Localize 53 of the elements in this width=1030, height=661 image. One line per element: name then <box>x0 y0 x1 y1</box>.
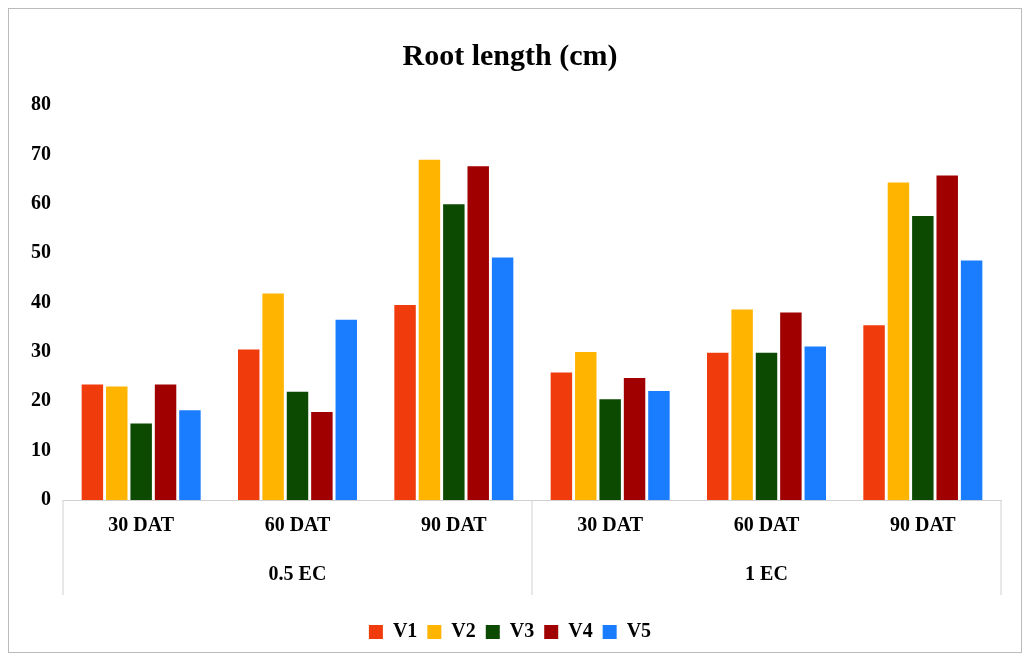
bar <box>467 166 489 500</box>
y-tick-label: 60 <box>31 190 51 213</box>
bar <box>804 346 827 500</box>
x-tick-label: 30 DAT <box>108 513 175 536</box>
bar <box>599 399 621 500</box>
bar <box>623 378 646 500</box>
y-tick-label: 10 <box>31 437 51 460</box>
bar <box>154 384 177 500</box>
bar <box>550 372 573 500</box>
bar <box>706 352 729 500</box>
x-tick-label: 90 DAT <box>889 513 957 536</box>
bar <box>311 412 333 500</box>
text: 0.5 EC <box>268 562 327 585</box>
bar <box>491 257 514 500</box>
y-tick-label: 80 <box>31 92 51 115</box>
y-tick-label: 20 <box>31 388 51 411</box>
bar <box>130 423 152 500</box>
x-tick-label: 30 DAT <box>577 513 644 536</box>
bar <box>418 159 441 500</box>
bar <box>648 390 670 500</box>
legend-label: V1 <box>392 619 418 642</box>
bar <box>286 391 309 500</box>
bar <box>780 312 802 500</box>
x-tick-label: 60 DAT <box>264 513 332 536</box>
bar <box>960 260 983 500</box>
bar <box>887 182 910 500</box>
bar <box>394 304 416 500</box>
bar <box>179 410 201 500</box>
bar <box>335 319 358 500</box>
y-tick-label: 0 <box>41 487 51 510</box>
y-tick-label: 30 <box>31 339 51 362</box>
x-tick-label: 60 DAT <box>733 513 801 536</box>
bar <box>936 175 958 500</box>
legend-label: V3 <box>509 619 535 642</box>
bar <box>262 293 284 500</box>
bar <box>863 325 885 500</box>
y-tick-label: 70 <box>31 141 51 164</box>
text: 1 EC <box>745 562 788 585</box>
legend-label: V2 <box>451 619 476 642</box>
bar <box>106 386 128 500</box>
bar <box>81 384 104 500</box>
bar <box>443 204 465 500</box>
bar <box>731 309 753 500</box>
x-tick-label: 90 DAT <box>420 513 488 536</box>
legend-label: V4 <box>568 619 593 642</box>
bar <box>237 349 260 500</box>
bar <box>575 351 597 500</box>
bar <box>755 352 778 500</box>
bar <box>912 216 934 500</box>
legend-label: V5 <box>626 619 652 642</box>
y-tick-label: 50 <box>31 240 51 263</box>
y-tick-label: 40 <box>31 289 51 312</box>
chart-title: Root length (cm) <box>402 37 618 72</box>
